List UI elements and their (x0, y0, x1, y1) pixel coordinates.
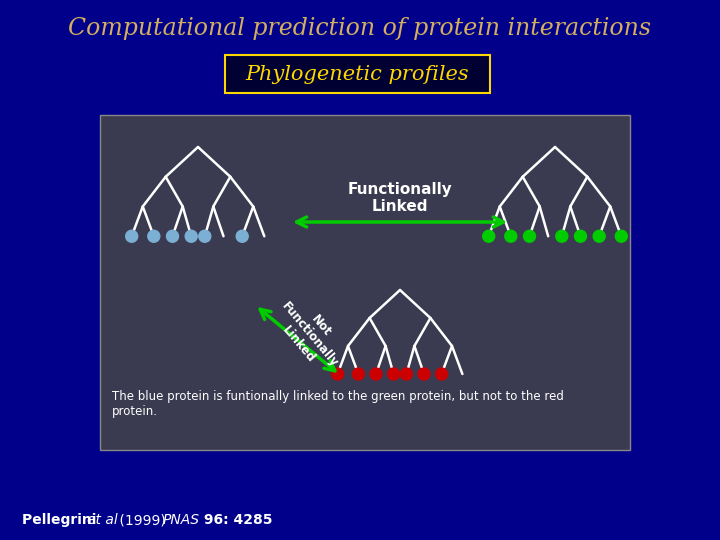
Circle shape (482, 230, 495, 242)
Circle shape (126, 230, 138, 242)
Circle shape (148, 230, 160, 242)
Circle shape (556, 230, 568, 242)
Circle shape (436, 368, 448, 380)
Circle shape (593, 230, 606, 242)
Circle shape (400, 368, 413, 380)
Circle shape (185, 230, 197, 242)
Bar (225, 55, 490, 93)
Circle shape (352, 368, 364, 380)
Text: Pellegrini: Pellegrini (22, 513, 102, 527)
Text: Computational prediction of protein interactions: Computational prediction of protein inte… (68, 17, 652, 39)
Circle shape (370, 368, 382, 380)
Text: et al: et al (87, 513, 118, 527)
Text: Not
Functionally
Linked: Not Functionally Linked (268, 291, 352, 380)
Text: The blue protein is funtionally linked to the green protein, but not to the red
: The blue protein is funtionally linked t… (112, 390, 564, 418)
Circle shape (236, 230, 248, 242)
Text: (1999): (1999) (115, 513, 170, 527)
Circle shape (387, 368, 400, 380)
Text: Phylogenetic profiles: Phylogenetic profiles (246, 64, 469, 84)
Circle shape (575, 230, 587, 242)
Text: Functionally
Linked: Functionally Linked (348, 182, 452, 214)
Circle shape (418, 368, 430, 380)
Circle shape (332, 368, 343, 380)
Text: PNAS: PNAS (163, 513, 200, 527)
Circle shape (505, 230, 517, 242)
Circle shape (166, 230, 179, 242)
Circle shape (199, 230, 211, 242)
Circle shape (616, 230, 627, 242)
Bar (100, 115, 630, 450)
Text: 96: 4285: 96: 4285 (199, 513, 272, 527)
Circle shape (523, 230, 536, 242)
